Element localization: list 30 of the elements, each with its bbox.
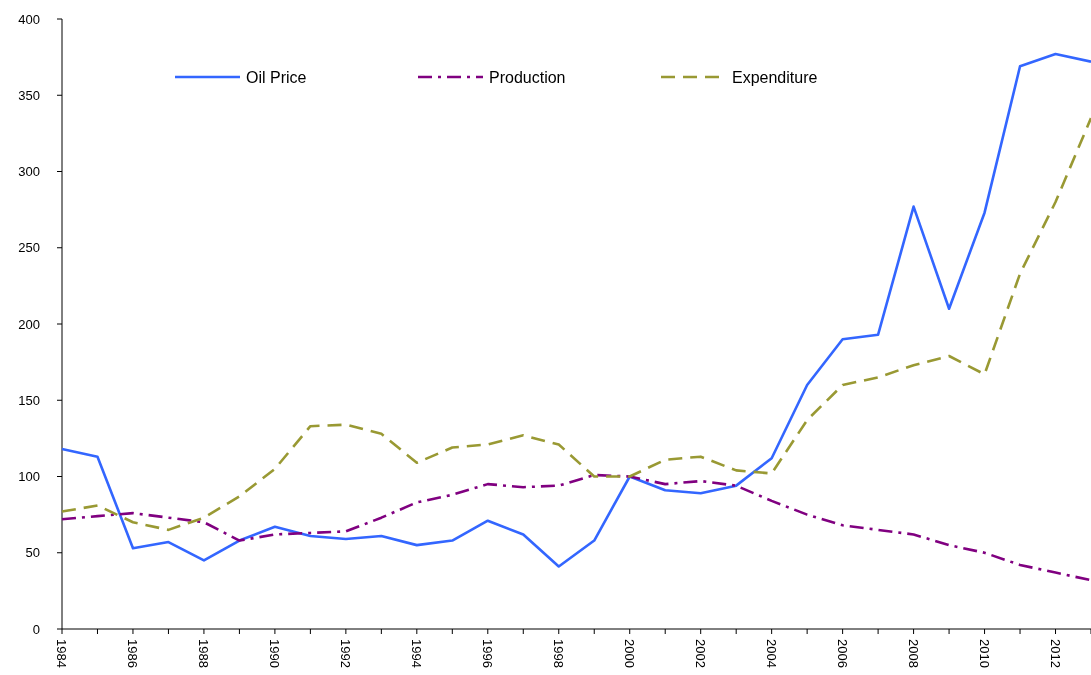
y-tick-label: 200 [18, 316, 40, 332]
y-tick-label: 50 [25, 545, 40, 561]
x-tick-label: 2008 [905, 639, 921, 668]
legend-label: Expenditure [732, 68, 818, 86]
x-tick-label: 2004 [763, 639, 779, 668]
x-tick-label: 2010 [976, 639, 992, 668]
x-tick-label: 1986 [124, 639, 140, 668]
y-tick-label: 100 [18, 469, 40, 485]
y-tick-label: 0 [32, 621, 40, 637]
y-tick-label: 150 [18, 392, 40, 408]
y-tick-label: 250 [18, 240, 40, 256]
x-tick-label: 2006 [834, 639, 850, 668]
x-tick-label: 2012 [1047, 639, 1063, 668]
x-tick-label: 1990 [266, 639, 282, 668]
x-tick-label: 1984 [54, 639, 69, 668]
x-tick-label: 1996 [479, 639, 495, 668]
x-tick-label: 1992 [337, 639, 353, 668]
legend-label: Oil Price [246, 68, 307, 86]
y-tick-label: 300 [18, 164, 40, 180]
legend-label: Production [489, 68, 566, 86]
x-tick-label: 1994 [408, 639, 424, 668]
line-series [60, 52, 1091, 568]
line-series [60, 473, 1091, 582]
x-tick-label: 1998 [550, 639, 566, 668]
x-tick-label: 2000 [621, 639, 637, 668]
x-tick-label: 1988 [195, 639, 211, 668]
line-series [60, 116, 1091, 532]
x-tick-label: 2002 [692, 639, 708, 668]
y-tick-label: 400 [18, 11, 40, 27]
y-tick-label: 350 [18, 87, 40, 103]
